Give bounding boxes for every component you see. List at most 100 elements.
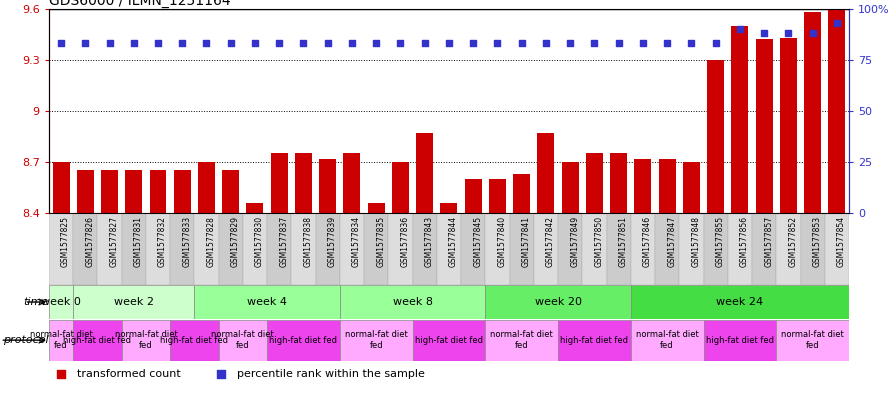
Point: [54, 40, 68, 46]
Text: GSM1577832: GSM1577832: [158, 216, 167, 267]
Bar: [122, 214, 146, 285]
Point: [563, 40, 577, 46]
Point: [345, 40, 359, 46]
Bar: [416, 133, 433, 213]
Bar: [292, 214, 316, 285]
Bar: [243, 214, 267, 285]
Bar: [582, 214, 606, 285]
Point: [442, 40, 456, 46]
Text: GSM1577826: GSM1577826: [85, 216, 94, 267]
Bar: [125, 171, 142, 213]
Bar: [198, 162, 215, 213]
Text: GSM1577829: GSM1577829: [231, 216, 240, 267]
Text: GSM1577839: GSM1577839: [328, 216, 337, 267]
Text: GSM1577838: GSM1577838: [303, 216, 312, 267]
Bar: [343, 153, 360, 213]
Text: week 20: week 20: [534, 297, 581, 307]
Bar: [364, 214, 388, 285]
Text: protocol: protocol: [4, 335, 49, 345]
Bar: [513, 174, 530, 213]
Text: week 4: week 4: [247, 297, 287, 307]
Text: GSM1577828: GSM1577828: [206, 216, 215, 267]
Text: GSM1577837: GSM1577837: [279, 216, 288, 267]
Text: time: time: [24, 297, 49, 307]
Point: [588, 40, 602, 46]
Text: GSM1577846: GSM1577846: [643, 216, 652, 267]
Text: GSM1577827: GSM1577827: [109, 216, 118, 267]
Point: [224, 40, 238, 46]
Text: GSM1577840: GSM1577840: [498, 216, 507, 267]
Bar: [533, 214, 558, 285]
Bar: [707, 60, 725, 213]
Bar: [368, 203, 385, 213]
Bar: [776, 214, 800, 285]
Point: [272, 40, 286, 46]
Point: [709, 40, 723, 46]
Point: [515, 40, 529, 46]
Point: [685, 40, 699, 46]
Text: GSM1577843: GSM1577843: [425, 216, 434, 267]
Point: [757, 30, 772, 36]
Text: normal-fat diet
fed: normal-fat diet fed: [115, 331, 177, 350]
Text: GSM1577835: GSM1577835: [376, 216, 385, 267]
Bar: [146, 214, 170, 285]
Point: [660, 40, 674, 46]
Text: week 0: week 0: [41, 297, 81, 307]
Bar: [392, 162, 409, 213]
Bar: [195, 285, 340, 319]
Bar: [440, 203, 458, 213]
Bar: [173, 171, 191, 213]
Bar: [49, 214, 73, 285]
Bar: [825, 214, 849, 285]
Text: normal-fat diet
fed: normal-fat diet fed: [29, 331, 92, 350]
Bar: [631, 320, 703, 361]
Point: [612, 40, 626, 46]
Bar: [610, 153, 627, 213]
Text: high-fat diet fed: high-fat diet fed: [63, 336, 132, 345]
Text: GSM1577842: GSM1577842: [546, 216, 555, 267]
Bar: [829, 9, 845, 213]
Bar: [776, 320, 849, 361]
Bar: [756, 39, 773, 213]
Text: normal-fat diet
fed: normal-fat diet fed: [212, 331, 274, 350]
Bar: [606, 214, 631, 285]
Bar: [412, 214, 436, 285]
Bar: [631, 285, 849, 319]
Bar: [319, 158, 336, 213]
Text: high-fat diet fed: high-fat diet fed: [415, 336, 483, 345]
Point: [393, 40, 407, 46]
Bar: [101, 171, 118, 213]
Bar: [683, 162, 700, 213]
Bar: [586, 153, 603, 213]
Bar: [76, 171, 93, 213]
Bar: [49, 320, 73, 361]
Point: [466, 40, 480, 46]
Text: normal-fat diet
fed: normal-fat diet fed: [781, 331, 844, 350]
Text: GSM1577850: GSM1577850: [595, 216, 604, 267]
Bar: [73, 320, 122, 361]
Bar: [295, 153, 312, 213]
Text: high-fat diet fed: high-fat diet fed: [160, 336, 228, 345]
Bar: [267, 214, 292, 285]
Text: GSM1577847: GSM1577847: [667, 216, 677, 267]
Bar: [562, 162, 579, 213]
Bar: [271, 153, 288, 213]
Bar: [538, 133, 555, 213]
Bar: [436, 214, 461, 285]
Text: GSM1577855: GSM1577855: [716, 216, 725, 267]
Point: [214, 371, 228, 377]
Text: week 2: week 2: [114, 297, 154, 307]
Point: [126, 40, 140, 46]
Point: [636, 40, 650, 46]
Bar: [461, 214, 485, 285]
Bar: [219, 214, 243, 285]
Bar: [703, 214, 728, 285]
Bar: [340, 285, 485, 319]
Bar: [728, 214, 752, 285]
Text: GSM1577854: GSM1577854: [837, 216, 845, 267]
Bar: [752, 214, 776, 285]
Bar: [412, 320, 485, 361]
Bar: [98, 214, 122, 285]
Bar: [73, 214, 98, 285]
Text: GSM1577848: GSM1577848: [692, 216, 701, 267]
